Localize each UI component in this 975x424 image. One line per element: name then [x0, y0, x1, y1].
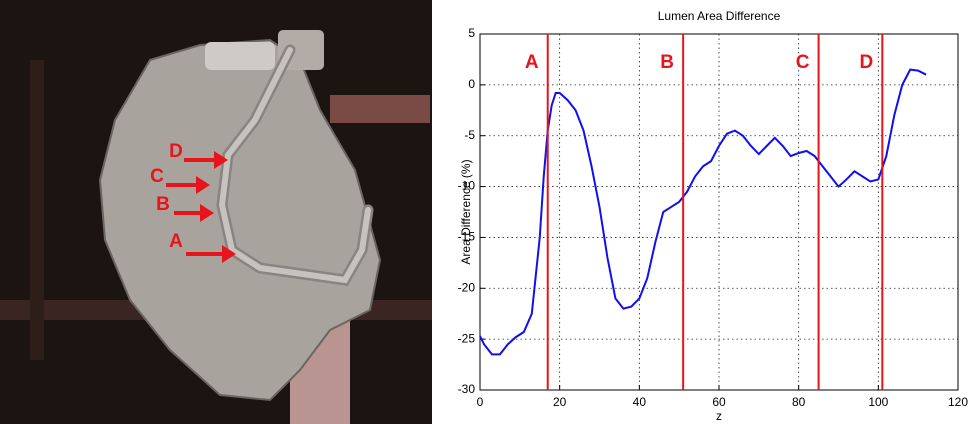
arrow-label: A	[169, 231, 183, 252]
y-tick-label: -25	[458, 331, 476, 345]
x-axis-label: z	[716, 409, 722, 423]
y-axis-label: Area Difference (%)	[459, 159, 473, 264]
y-tick-label: -20	[458, 280, 476, 294]
arrow-label: D	[169, 141, 183, 162]
marker-label: C	[796, 52, 810, 73]
y-tick-label: 0	[468, 77, 475, 91]
heart-photo: D C B A	[0, 0, 432, 424]
x-tick-label: 40	[633, 395, 647, 409]
x-tick-label: 0	[477, 395, 484, 409]
x-tick-label: 100	[868, 395, 888, 409]
y-tick-label: -5	[464, 128, 475, 142]
chart-title: Lumen Area Difference	[658, 9, 781, 23]
x-tick-label: 80	[792, 395, 806, 409]
arrow-label: C	[150, 166, 164, 187]
y-tick-label: -30	[458, 382, 476, 396]
y-tick-label: -10	[458, 179, 476, 193]
x-tick-label: 20	[553, 395, 567, 409]
marker-label: B	[660, 52, 674, 73]
y-tick-label: 5	[468, 26, 475, 40]
x-tick-label: 120	[948, 395, 968, 409]
marker-label: A	[525, 52, 539, 73]
x-tick-label: 60	[712, 395, 726, 409]
arrow-label: B	[156, 194, 170, 215]
marker-label: D	[859, 52, 873, 73]
y-tick-label: -15	[458, 230, 476, 244]
plot-frame	[479, 33, 959, 391]
